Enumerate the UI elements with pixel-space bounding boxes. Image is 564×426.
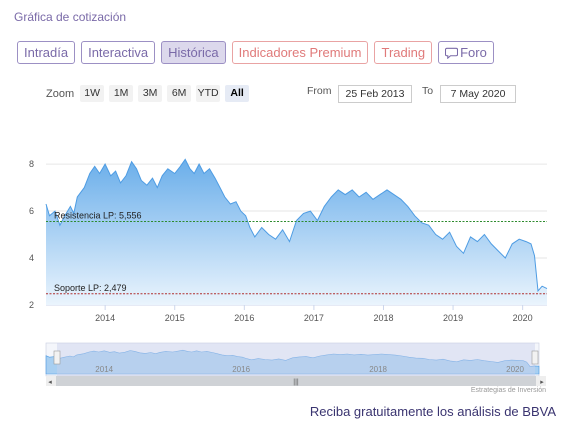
y-tick-label: 4 [29, 253, 34, 263]
chart-credit[interactable]: Estrategias de Inversión [470, 387, 546, 394]
tab-foro[interactable]: Foro [438, 41, 494, 64]
annotation-label: Resistencia LP: 5,556 [54, 210, 142, 220]
zoom-selector: Zoom 1W 1M 3M 6M YTD All [46, 85, 254, 102]
navigator-tick-label: 2018 [369, 365, 387, 374]
navigator-tick-label: 2016 [232, 365, 250, 374]
tab-indicadores-premium[interactable]: Indicadores Premium [231, 41, 369, 64]
to-label: To [422, 85, 434, 97]
navigator-tick-label: 2020 [506, 365, 524, 374]
tab-intradia[interactable]: Intradía [17, 41, 76, 64]
cta-link[interactable]: Reciba gratuitamente los análisis de BBV… [309, 404, 556, 419]
x-tick-label: 2016 [234, 313, 254, 323]
y-tick-label: 6 [29, 206, 34, 216]
zoom-1m-button[interactable]: 1M [109, 85, 134, 102]
to-date-input[interactable]: 7 May 2020 [440, 85, 516, 103]
zoom-1w-button[interactable]: 1W [80, 85, 105, 102]
section-heading: Gráfica de cotización [14, 10, 127, 24]
x-tick-label: 2015 [165, 313, 185, 323]
zoom-all-button[interactable]: All [225, 85, 250, 102]
y-tick-label: 8 [29, 159, 34, 169]
chart-tabs: Intradía Interactiva Histórica Indicador… [17, 41, 494, 64]
navigator-selection[interactable] [57, 343, 535, 376]
chat-bubble-icon [445, 47, 459, 59]
zoom-ytd-button[interactable]: YTD [196, 85, 221, 102]
y-tick-label: 2 [29, 300, 34, 310]
zoom-label: Zoom [46, 87, 75, 100]
scroll-left-arrow-icon[interactable]: ◂ [48, 379, 52, 386]
x-tick-label: 2017 [304, 313, 324, 323]
x-tick-label: 2020 [513, 313, 533, 323]
price-line [45, 158, 548, 293]
scroll-right-arrow-icon[interactable]: ▸ [540, 379, 544, 386]
from-date-input[interactable]: 25 Feb 2013 [338, 85, 412, 103]
x-tick-label: 2018 [373, 313, 393, 323]
x-tick-label: 2014 [95, 313, 115, 323]
tab-trading[interactable]: Trading [374, 41, 433, 64]
price-chart[interactable]: Resistencia LP: 5,556 Soporte LP: 2,479 2… [0, 0, 564, 400]
navigator-left-handle[interactable] [53, 350, 61, 365]
scrollbar-thumb[interactable] [56, 376, 536, 386]
x-tick-label: 2019 [443, 313, 463, 323]
navigator-area [45, 349, 540, 375]
from-label: From [307, 85, 332, 97]
scrollbar-grip-icon: ||| [293, 379, 299, 386]
navigator-scrollbar[interactable]: ||| ◂ ▸ [46, 376, 546, 386]
navigator-right-handle[interactable] [531, 350, 539, 365]
tab-interactiva[interactable]: Interactiva [81, 41, 156, 64]
navigator[interactable]: 2014 2016 2018 2020 [45, 342, 540, 377]
navigator-tick-label: 2014 [95, 365, 113, 374]
annotation-label: Soporte LP: 2,479 [54, 283, 127, 293]
zoom-3m-button[interactable]: 3M [138, 85, 163, 102]
price-area [46, 159, 547, 305]
tab-foro-label: Foro [460, 45, 487, 60]
zoom-6m-button[interactable]: 6M [167, 85, 192, 102]
tab-historica[interactable]: Histórica [161, 41, 226, 64]
